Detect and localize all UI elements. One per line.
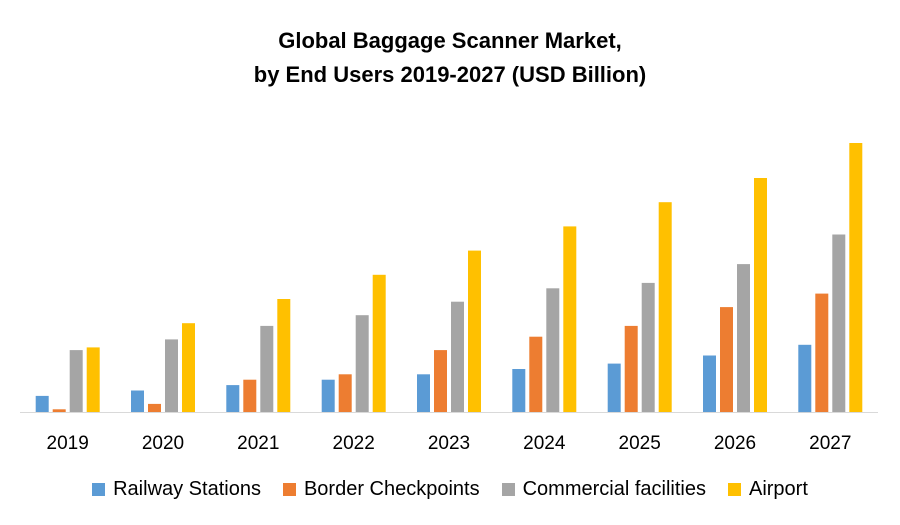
- legend-item-border-checkpoints: Border Checkpoints: [282, 478, 480, 501]
- x-tick-label-2021: 2021: [237, 433, 279, 454]
- x-tick-label-2026: 2026: [714, 433, 756, 454]
- bar-railway-stations-2019: [35, 395, 49, 412]
- x-tick-label-2027: 2027: [809, 433, 851, 454]
- bar-airport-2019: [86, 347, 100, 412]
- bar-railway-stations-2027: [798, 344, 812, 413]
- bar-commercial-facilities-2019: [69, 350, 83, 412]
- bar-airport-2025: [658, 202, 672, 412]
- bar-commercial-facilities-2025: [641, 282, 655, 412]
- bar-commercial-facilities-2022: [355, 315, 369, 412]
- bar-commercial-facilities-2024: [546, 288, 560, 412]
- bar-railway-stations-2026: [703, 355, 716, 412]
- bar-airport-2024: [563, 226, 577, 412]
- x-tick-label-2023: 2023: [428, 433, 470, 454]
- x-tick-label-2022: 2022: [333, 433, 375, 454]
- bar-commercial-facilities-2020: [165, 339, 178, 412]
- x-tick-label-2025: 2025: [619, 433, 661, 454]
- bar-border-checkpoints-2024: [529, 336, 543, 412]
- legend-label: Railway Stations: [113, 478, 261, 500]
- bar-commercial-facilities-2026: [737, 264, 750, 412]
- legend-swatch: [92, 483, 106, 496]
- legend-item-commercial-facilities: Commercial facilities: [501, 478, 706, 501]
- legend-item-airport: Airport: [727, 478, 808, 501]
- legend-swatch: [727, 483, 741, 496]
- bar-railway-stations-2023: [417, 374, 430, 412]
- chart-title-line-2: by End Users 2019-2027 (USD Billion): [253, 62, 647, 87]
- legend-swatch: [501, 483, 515, 496]
- bar-commercial-facilities-2023: [451, 301, 464, 412]
- bar-border-checkpoints-2019: [52, 409, 66, 412]
- legend-item-railway-stations: Railway Stations: [92, 478, 261, 501]
- x-tick-label-2019: 2019: [47, 433, 89, 454]
- bar-border-checkpoints-2025: [624, 325, 638, 412]
- bar-border-checkpoints-2020: [148, 403, 161, 412]
- legend-label: Border Checkpoints: [303, 478, 480, 500]
- chart-legend: Railway Stations Border Checkpoints Commer…: [0, 478, 900, 501]
- bar-airport-2023: [468, 250, 481, 412]
- bar-railway-stations-2021: [226, 385, 240, 412]
- bar-commercial-facilities-2027: [832, 234, 846, 412]
- bar-border-checkpoints-2021: [243, 379, 257, 412]
- bar-chart-plot: 2019 2020 2021 2022 2023 2024 2025 2026 2027: [20, 143, 878, 454]
- bar-railway-stations-2025: [607, 363, 621, 412]
- legend-swatch: [282, 483, 296, 496]
- x-tick-label-2020: 2020: [142, 433, 184, 454]
- legend-label: Airport: [748, 478, 808, 500]
- bar-border-checkpoints-2023: [434, 350, 447, 412]
- bar-airport-2026: [754, 178, 767, 412]
- bar-commercial-facilities-2021: [260, 325, 274, 412]
- bar-airport-2021: [277, 299, 291, 412]
- bar-airport-2027: [849, 143, 863, 412]
- bar-airport-2020: [182, 323, 195, 412]
- bar-railway-stations-2022: [321, 379, 335, 412]
- bar-border-checkpoints-2027: [815, 293, 829, 412]
- bar-border-checkpoints-2022: [338, 374, 352, 412]
- bar-railway-stations-2020: [131, 390, 144, 412]
- chart-title-line-1: Global Baggage Scanner Market,: [278, 28, 622, 53]
- legend-label: Commercial facilities: [522, 478, 706, 500]
- chart-title: Global Baggage Scanner Market, by End Us…: [0, 24, 900, 92]
- bar-border-checkpoints-2026: [720, 307, 733, 412]
- bar-railway-stations-2024: [512, 369, 526, 412]
- x-tick-label-2024: 2024: [523, 433, 566, 454]
- bar-airport-2022: [372, 274, 386, 412]
